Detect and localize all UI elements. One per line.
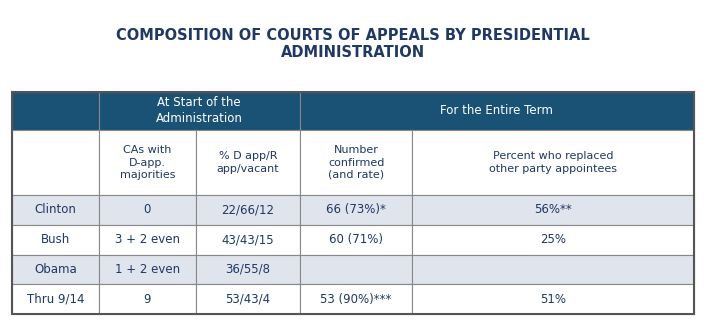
Bar: [300, 225, 412, 255]
Bar: [12, 92, 694, 314]
Text: For the Entire Term: For the Entire Term: [441, 105, 554, 117]
Bar: [12, 92, 99, 130]
Bar: [12, 195, 99, 225]
Text: 0: 0: [144, 204, 151, 216]
Text: 53/43/4: 53/43/4: [225, 293, 270, 306]
Bar: [412, 195, 694, 225]
Text: 3 + 2 even: 3 + 2 even: [115, 233, 180, 246]
Bar: [99, 284, 196, 314]
Text: 22/66/12: 22/66/12: [222, 204, 275, 216]
Bar: [412, 225, 694, 255]
Text: 43/43/15: 43/43/15: [222, 233, 275, 246]
Text: At Start of the
Administration: At Start of the Administration: [156, 97, 243, 126]
Bar: [196, 255, 300, 284]
Text: CAs with
D-app.
majorities: CAs with D-app. majorities: [119, 145, 175, 180]
Bar: [300, 255, 412, 284]
Text: Thru 9/14: Thru 9/14: [27, 293, 84, 306]
Bar: [196, 195, 300, 225]
Bar: [412, 284, 694, 314]
Text: 9: 9: [143, 293, 151, 306]
Text: 60 (71%): 60 (71%): [329, 233, 383, 246]
Text: Clinton: Clinton: [35, 204, 76, 216]
Text: 51%: 51%: [540, 293, 566, 306]
Text: 53 (90%)***: 53 (90%)***: [321, 293, 392, 306]
Bar: [12, 284, 99, 314]
Text: 66 (73%)*: 66 (73%)*: [326, 204, 386, 216]
Text: Obama: Obama: [34, 263, 77, 276]
Bar: [196, 130, 300, 195]
Bar: [99, 255, 196, 284]
Bar: [300, 195, 412, 225]
Bar: [412, 130, 694, 195]
Bar: [99, 225, 196, 255]
Text: 25%: 25%: [540, 233, 566, 246]
Text: Bush: Bush: [41, 233, 70, 246]
Bar: [412, 255, 694, 284]
Text: % D app/R
app/vacant: % D app/R app/vacant: [217, 151, 280, 174]
Bar: [12, 130, 99, 195]
Text: COMPOSITION OF COURTS OF APPEALS BY PRESIDENTIAL
ADMINISTRATION: COMPOSITION OF COURTS OF APPEALS BY PRES…: [116, 28, 590, 60]
Bar: [300, 284, 412, 314]
Bar: [99, 195, 196, 225]
Text: Number
confirmed
(and rate): Number confirmed (and rate): [328, 145, 384, 180]
Bar: [99, 130, 196, 195]
Bar: [300, 92, 694, 130]
Text: 1 + 2 even: 1 + 2 even: [115, 263, 180, 276]
Bar: [12, 225, 99, 255]
Text: 56%**: 56%**: [534, 204, 572, 216]
Bar: [99, 92, 300, 130]
Bar: [196, 284, 300, 314]
Bar: [300, 130, 412, 195]
Bar: [12, 255, 99, 284]
Text: Percent who replaced
other party appointees: Percent who replaced other party appoint…: [489, 151, 617, 174]
Text: 36/55/8: 36/55/8: [225, 263, 270, 276]
Bar: [196, 225, 300, 255]
